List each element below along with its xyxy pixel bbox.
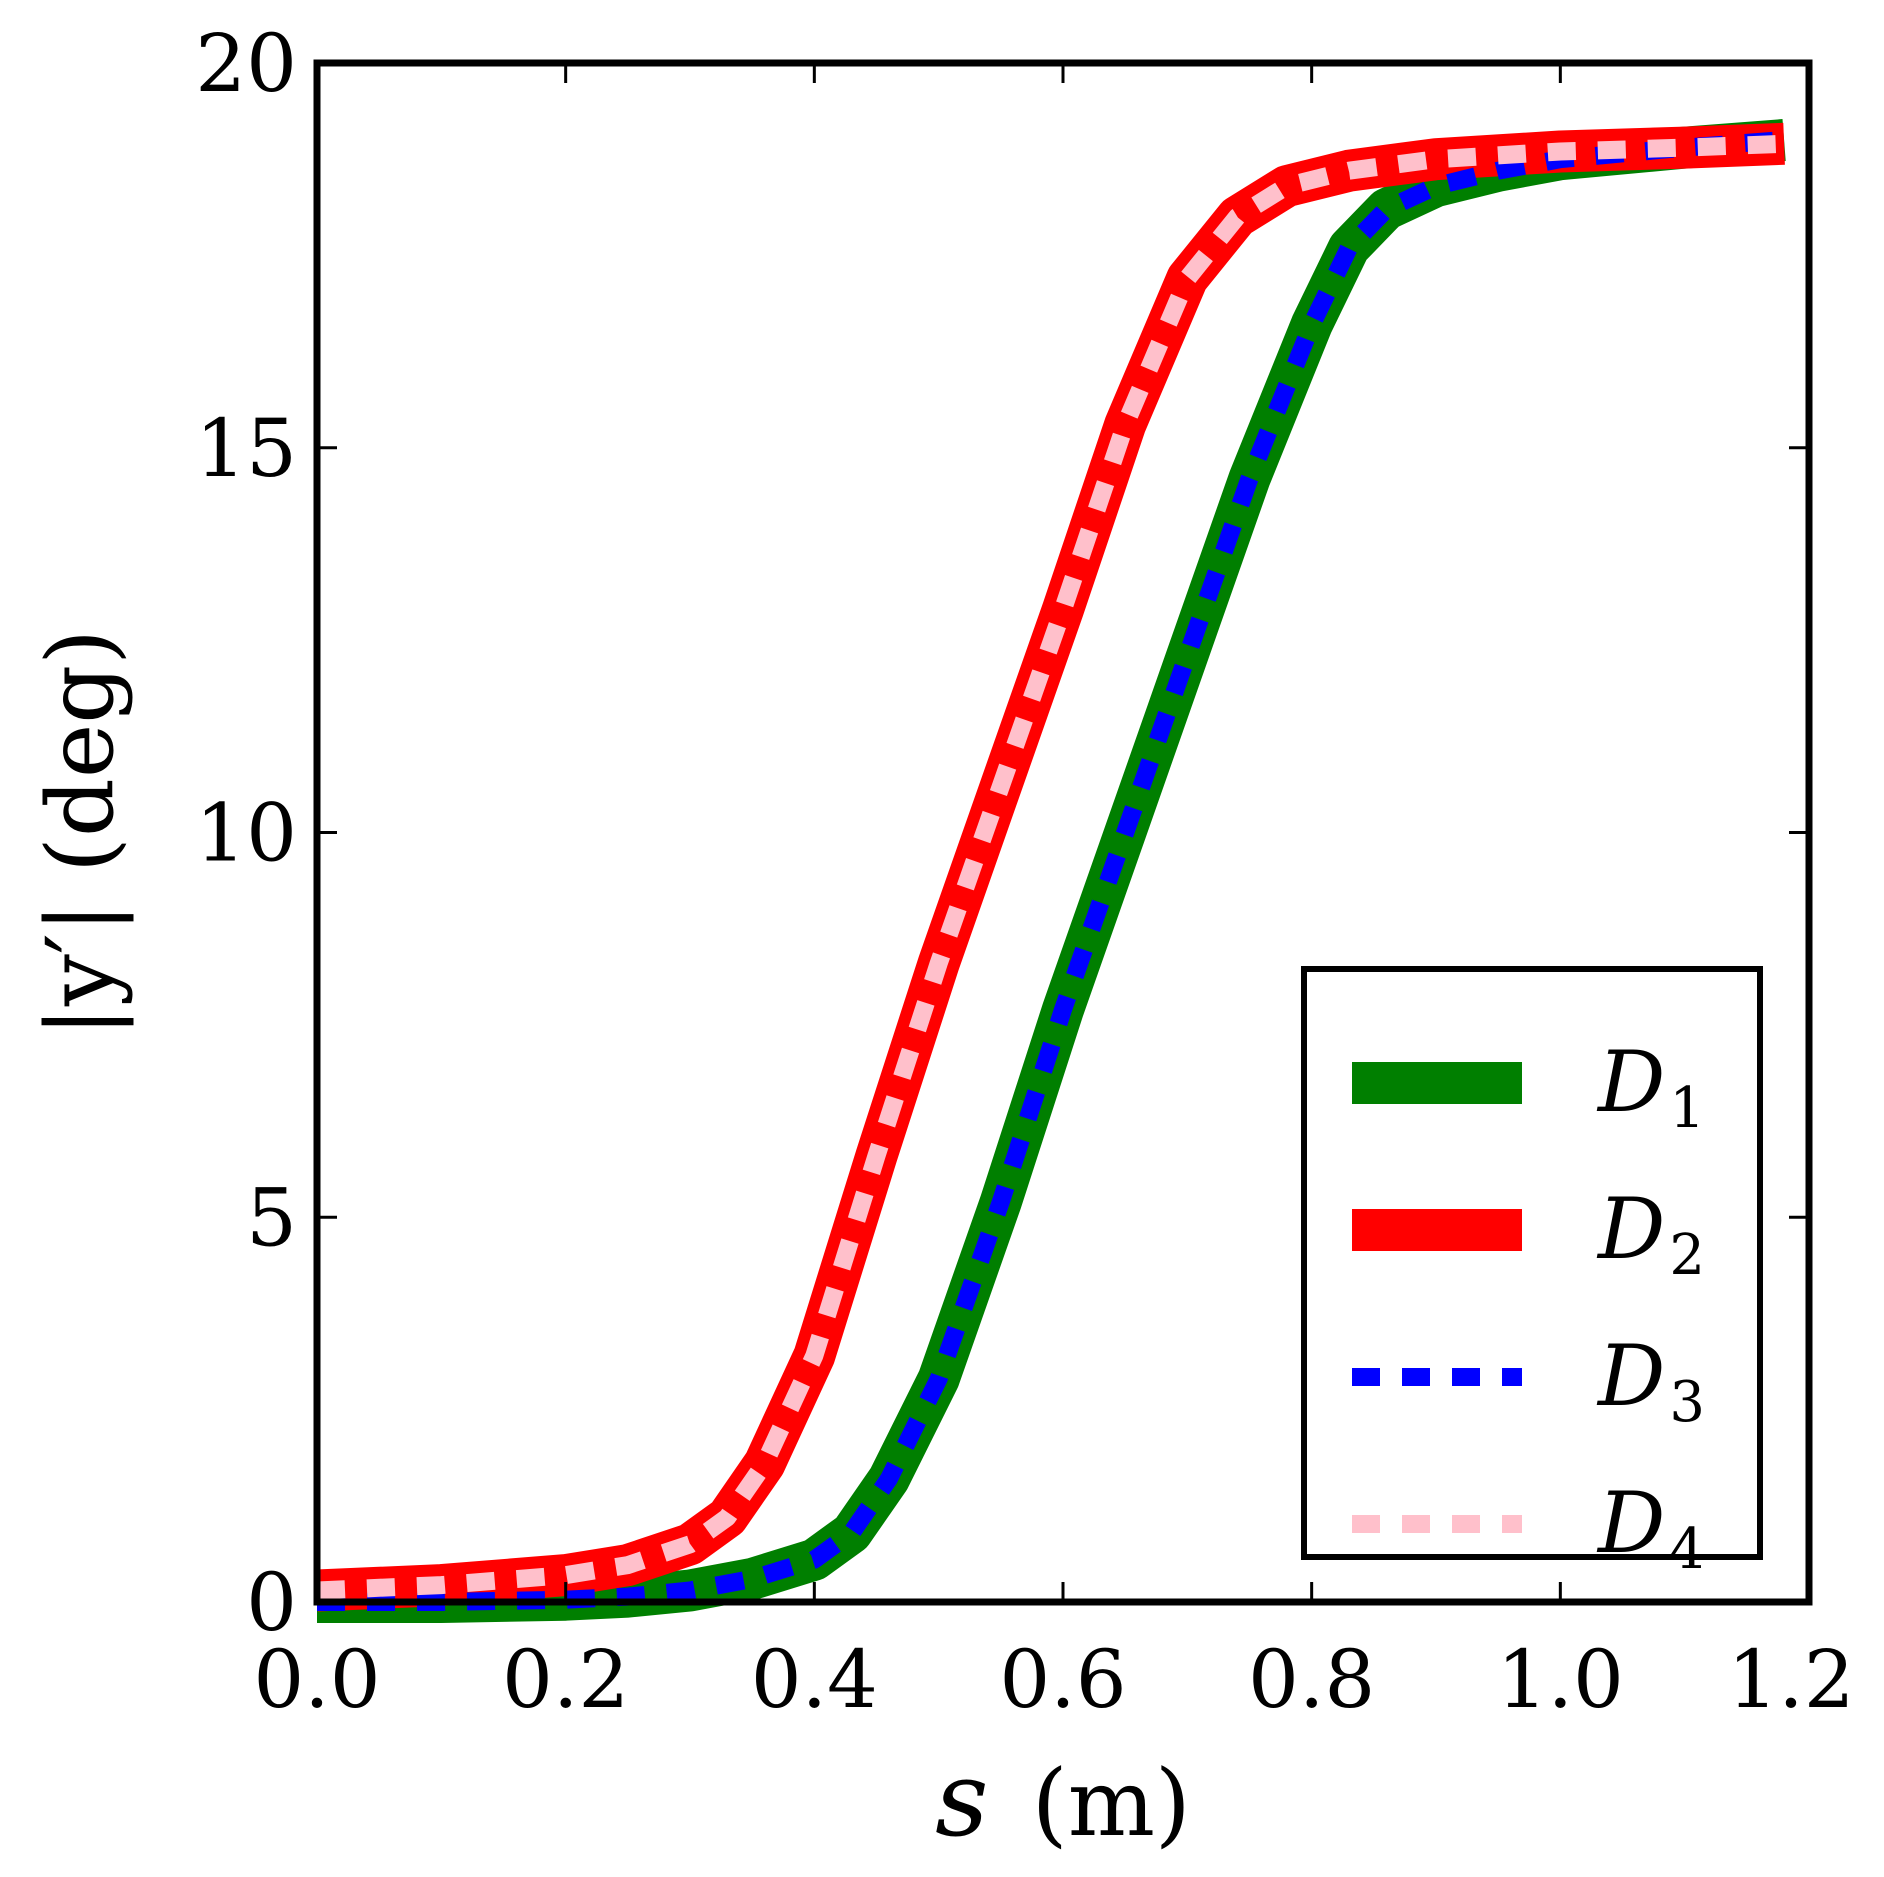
- plot-frame: [313, 59, 1813, 1606]
- legend-label-D1: D1: [1596, 1033, 1705, 1141]
- x-tick-label: 0.8: [1248, 1633, 1375, 1726]
- x-tick-labels: 0.0 0.2 0.4 0.6 0.8 1.0 1.2: [253, 1633, 1854, 1726]
- x-tick-label: 0.0: [253, 1633, 380, 1726]
- x-tick-label: 0.2: [502, 1633, 629, 1726]
- y-tick-label: 15: [195, 402, 297, 495]
- x-axis-variable: s: [935, 1738, 988, 1860]
- x-tick-label: 1.0: [1497, 1633, 1624, 1726]
- x-tick-label: 0.4: [751, 1633, 878, 1726]
- x-axis-unit: (m): [1032, 1750, 1191, 1857]
- series-layer: [316, 119, 1786, 1623]
- y-axis-label: |y′| (deg): [27, 629, 134, 1037]
- legend-items: D1 D2 D3 D4: [1352, 1033, 1705, 1582]
- legend-label-D2: D2: [1596, 1180, 1705, 1288]
- series-D3-line: [317, 131, 1785, 1611]
- y-tick-label: 5: [246, 1171, 297, 1264]
- legend-label-D4: D4: [1596, 1474, 1705, 1582]
- legend: D1 D2 D3 D4: [1301, 966, 1763, 1582]
- y-tick-label: 20: [195, 17, 297, 110]
- x-tick-label: 1.2: [1727, 1633, 1854, 1726]
- y-tick-label: 0: [246, 1556, 297, 1649]
- series-D4-line: [316, 134, 1785, 1600]
- x-axis-label: s (m): [935, 1738, 1191, 1860]
- y-tick-label: 10: [195, 787, 297, 880]
- legend-label-D3: D3: [1596, 1327, 1705, 1435]
- x-tick-label: 0.6: [999, 1633, 1126, 1726]
- y-tick-labels: 0 5 10 15 20: [195, 17, 297, 1649]
